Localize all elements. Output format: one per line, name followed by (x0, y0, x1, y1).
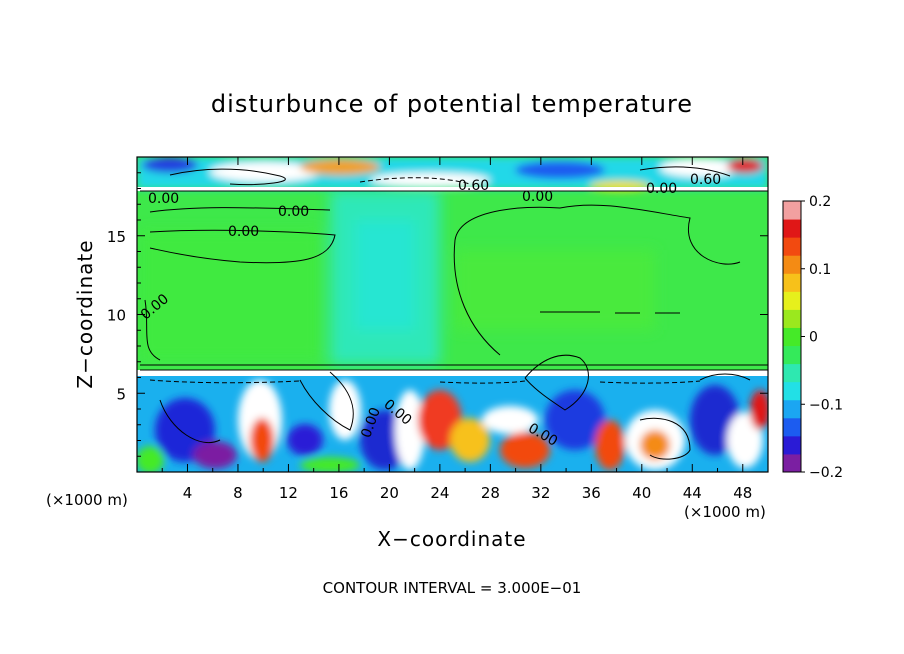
colorbar-tick-label: −0.1 (809, 397, 843, 413)
y-axis-title: Z−coordinate (73, 239, 97, 388)
z-unit-label: (×1000 m) (46, 491, 128, 509)
colorbar-swatch (783, 363, 801, 383)
x-tick-label: 12 (279, 484, 298, 502)
colorbar-swatch (783, 219, 801, 238)
x-tick-label: 20 (380, 484, 399, 502)
colorbar-swatch (783, 273, 801, 292)
x-tick-label: 40 (632, 484, 651, 502)
colorbar-swatch (783, 309, 801, 328)
field-plot: 0.00 0.00 0.00 0.00 0.00 0.00 0.00 0.00 … (137, 157, 768, 472)
field-cool-column (140, 190, 655, 365)
colorbar-swatch (783, 381, 801, 401)
y-tick-label: 10 (107, 307, 126, 325)
colorbar-swatch (783, 399, 801, 419)
colorbar-swatch (783, 435, 801, 455)
colorbar-swatch (783, 345, 801, 365)
colorbar-tick-label: 0.2 (809, 194, 831, 210)
colorbar (782, 200, 802, 473)
y-tick-label: 5 (116, 385, 126, 403)
colorbar-swatch (783, 255, 801, 274)
contour-label: 0.00 (646, 181, 677, 197)
x-tick-label: 16 (329, 484, 348, 502)
x-unit-label: (×1000 m) (684, 503, 766, 521)
contour-label: 0.00 (522, 189, 553, 205)
colorbar-ticks: 0.2 0.1 0 −0.1 −0.2 (801, 194, 843, 481)
field-upper-band (137, 187, 768, 191)
contour-dashed (149, 177, 701, 384)
x-tick-label: 32 (531, 484, 550, 502)
x-tick-label: 44 (683, 484, 702, 502)
field-lower-layer (137, 372, 768, 472)
x-tick-label: 48 (733, 484, 752, 502)
field-upper-layer (137, 157, 768, 191)
colorbar-tick-label: 0.1 (809, 262, 831, 278)
y-axis: 5 10 15 (107, 172, 768, 457)
x-tick-label: 28 (481, 484, 500, 502)
colorbar-swatch (783, 291, 801, 310)
x-axis-title: X−coordinate (377, 527, 526, 551)
colorbar-tick-label: −0.2 (809, 465, 843, 481)
colorbar-tick-label: 0 (809, 330, 818, 346)
colorbar-swatch (783, 327, 801, 347)
contour-label-group: 0.00 0.00 0.00 0.00 0.00 0.00 0.00 0.00 … (138, 172, 721, 450)
contour-label: 0.00 (228, 224, 259, 240)
x-tick-label: 36 (582, 484, 601, 502)
contour-label: 0.60 (690, 172, 721, 188)
x-tick-label: 24 (430, 484, 449, 502)
colorbar-swatch (783, 201, 801, 220)
colorbar-swatch (783, 417, 801, 437)
contour-label: 0.60 (458, 178, 489, 194)
x-axis: 4 8 12 16 20 24 28 32 36 40 44 48 (161, 157, 752, 502)
field-inversion-band (137, 370, 768, 376)
x-tick-label: 8 (233, 484, 243, 502)
contour-label: 0.00 (148, 191, 179, 207)
colorbar-swatch (783, 237, 801, 256)
contour-interval-note: CONTOUR INTERVAL = 3.000E−01 (323, 579, 582, 597)
chart-title: disturbunce of potential temperature (211, 90, 693, 118)
x-tick-label: 4 (183, 484, 193, 502)
contour-lines (139, 166, 768, 460)
colorbar-swatch (783, 453, 801, 473)
contour-label: 0.00 (278, 204, 309, 220)
y-tick-label: 15 (107, 228, 126, 246)
